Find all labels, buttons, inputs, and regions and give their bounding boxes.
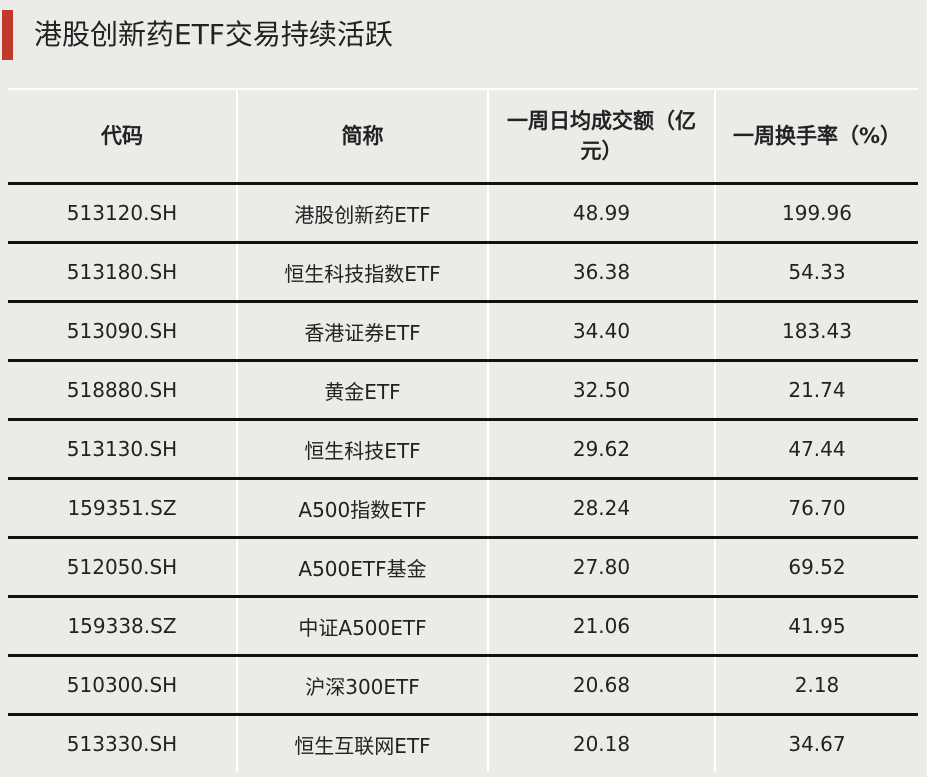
cell-code: 513330.SH xyxy=(66,732,178,756)
cell-avg-turnover: 20.18 xyxy=(487,714,715,772)
cell-name: 恒生科技指数ETF xyxy=(236,242,488,303)
cell-name: 沪深300ETF xyxy=(236,655,488,716)
table-header-row: 代码 简称 一周日均成交额（亿元） 一周换手率（%） xyxy=(8,88,918,185)
etf-table: 代码 简称 一周日均成交额（亿元） 一周换手率（%） 513120.SH 港股创新… xyxy=(8,88,918,772)
table-row: 518880.SH 黄金ETF 32.50 21.74 xyxy=(8,360,918,421)
cell-name: 中证A500ETF xyxy=(236,596,488,657)
table-row: 159338.SZ 中证A500ETF 21.06 41.95 xyxy=(8,596,918,657)
cell-code: 513130.SH xyxy=(8,419,237,480)
table-row: 510300.SH 沪深300ETF 20.68 2.18 xyxy=(8,655,918,716)
cell-turnover-rate: 47.44 xyxy=(714,419,918,480)
cell-code: 518880.SH xyxy=(8,360,237,421)
header-name: 简称 xyxy=(236,88,488,185)
cell-avg-turnover: 21.06 xyxy=(487,596,715,657)
header-turnover-rate: 一周换手率（%） xyxy=(714,88,918,185)
header-avg-turnover: 一周日均成交额（亿元） xyxy=(487,88,715,185)
cell-turnover-rate: 34.67 xyxy=(714,714,918,772)
cell-avg-turnover: 29.62 xyxy=(487,419,715,480)
cell-code: 159351.SZ xyxy=(8,478,237,539)
cell-name: 恒生互联网ETF xyxy=(236,714,488,772)
cell-turnover-rate: 41.95 xyxy=(714,596,918,657)
cell-avg-turnover: 20.68 xyxy=(487,655,715,716)
table-row: 513180.SH 恒生科技指数ETF 36.38 54.33 xyxy=(8,242,918,303)
cell-code: 512050.SH xyxy=(8,537,237,598)
cell-turnover-rate: 54.33 xyxy=(714,242,918,303)
table-row: 159351.SZ A500指数ETF 28.24 76.70 xyxy=(8,478,918,539)
cell-name: 港股创新药ETF xyxy=(236,183,488,244)
cell-code: 159338.SZ xyxy=(8,596,237,657)
cell-turnover-rate: 2.18 xyxy=(714,655,918,716)
title-accent-bar xyxy=(2,10,13,60)
cell-avg-turnover: 36.38 xyxy=(487,242,715,303)
cell-name: 黄金ETF xyxy=(236,360,488,421)
cell-name: 恒生科技ETF xyxy=(236,419,488,480)
page-title: 港股创新药ETF交易持续活跃 xyxy=(34,18,393,51)
cell-turnover-rate: 69.52 xyxy=(714,537,918,598)
header-code: 代码 xyxy=(8,88,237,185)
table-row: 512050.SH A500ETF基金 27.80 69.52 xyxy=(8,537,918,598)
cell-turnover-rate: 183.43 xyxy=(714,301,918,362)
cell-avg-turnover: 28.24 xyxy=(487,478,715,539)
cell-name: 香港证券ETF xyxy=(236,301,488,362)
cell-avg-turnover: 48.99 xyxy=(487,183,715,244)
table-row: 513120.SH 港股创新药ETF 48.99 199.96 xyxy=(8,183,918,244)
cell-turnover-rate: 21.74 xyxy=(714,360,918,421)
cell-avg-turnover: 34.40 xyxy=(487,301,715,362)
cell-name: A500指数ETF xyxy=(236,478,488,539)
table-row: 513130.SH 恒生科技ETF 29.62 47.44 xyxy=(8,419,918,480)
cell-turnover-rate: 76.70 xyxy=(714,478,918,539)
cell-avg-turnover: 32.50 xyxy=(487,360,715,421)
cell-avg-turnover: 27.80 xyxy=(487,537,715,598)
cell-code: 510300.SH xyxy=(8,655,237,716)
cell-code: 513090.SH xyxy=(8,301,237,362)
cell-code: 513120.SH xyxy=(8,183,237,244)
cell-turnover-rate: 199.96 xyxy=(714,183,918,244)
cell-name: A500ETF基金 xyxy=(236,537,488,598)
table-row: 513090.SH 香港证券ETF 34.40 183.43 xyxy=(8,301,918,362)
table-row: 513330.SH 恒生互联网ETF 20.18 34.67 xyxy=(8,714,918,772)
cell-code: 513180.SH xyxy=(8,242,237,303)
